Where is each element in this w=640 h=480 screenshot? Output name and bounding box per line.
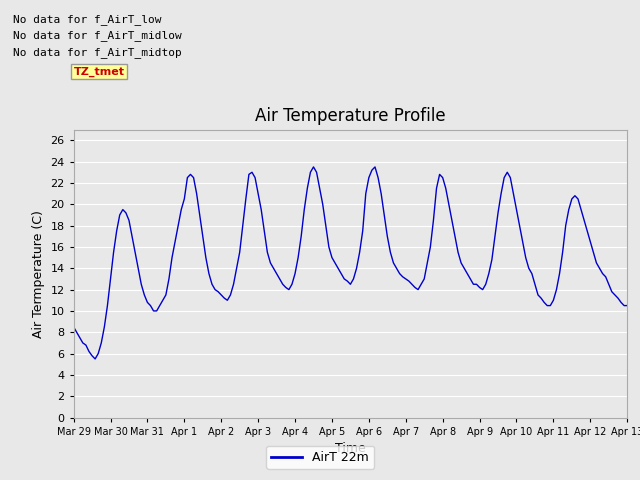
Text: No data for f_AirT_low: No data for f_AirT_low bbox=[13, 13, 161, 24]
Legend: AirT 22m: AirT 22m bbox=[266, 446, 374, 469]
Text: TZ_tmet: TZ_tmet bbox=[74, 66, 125, 77]
Title: Air Temperature Profile: Air Temperature Profile bbox=[255, 107, 445, 125]
Text: No data for f_AirT_midtop: No data for f_AirT_midtop bbox=[13, 47, 182, 58]
Y-axis label: Air Termperature (C): Air Termperature (C) bbox=[32, 210, 45, 337]
X-axis label: Time: Time bbox=[335, 442, 366, 455]
Text: No data for f_AirT_midlow: No data for f_AirT_midlow bbox=[13, 30, 182, 41]
